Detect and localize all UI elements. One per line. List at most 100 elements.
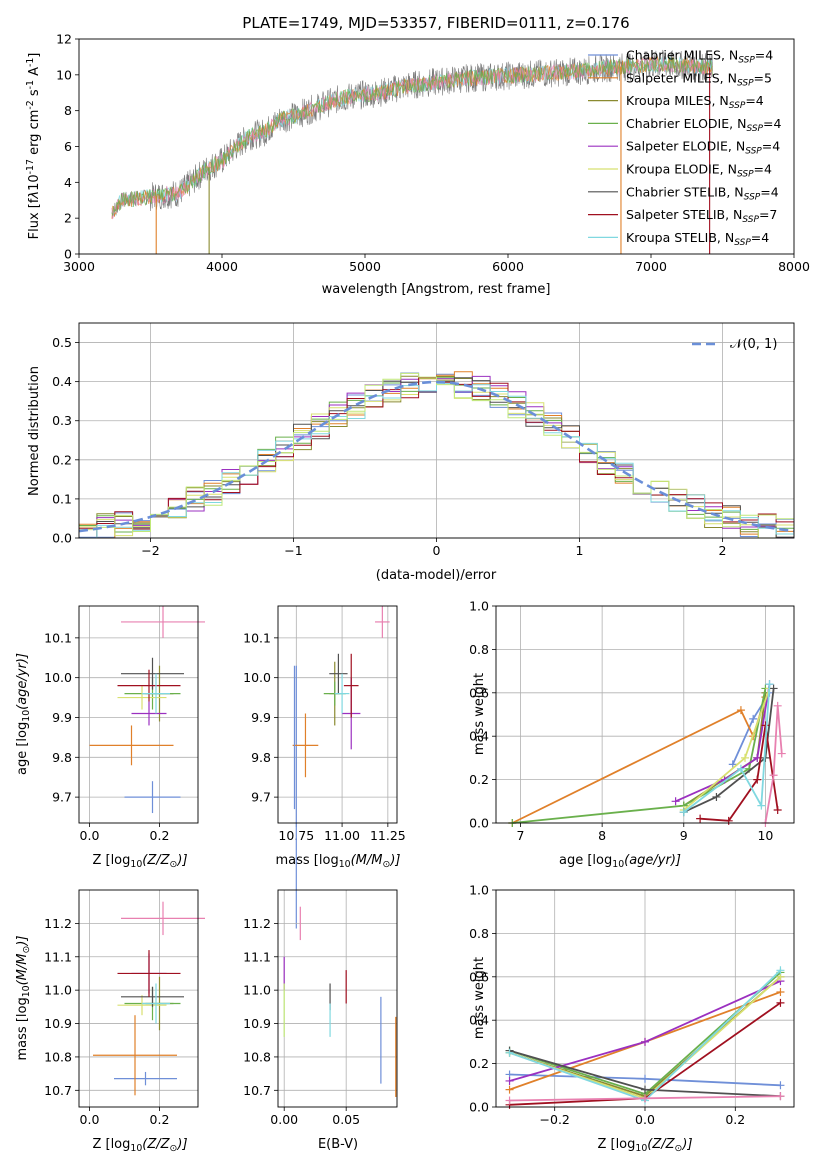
normal-curve [78,380,795,533]
data-point [769,684,778,693]
x-axis-label: Z [log10(Z/Z⊙)] [92,1137,187,1154]
y-tick-label: 0 [64,247,72,262]
age_vs_mass-frame [277,605,398,824]
x-tick-label: 11.25 [370,828,406,843]
data-point [505,1096,514,1105]
data-point [641,1094,649,1103]
mass-weight-series [764,705,783,824]
legend-entry: Salpeter MILES, NSSP=5 [626,70,772,88]
y-tick-label: 0.4 [52,374,72,389]
x-axis-label-part: )] [681,1137,692,1152]
y-axis-label-part: )] [15,936,30,947]
y-axis-label-part: -1 [25,58,36,67]
y-axis-label-part: Flux [f [27,198,42,239]
y-tick-label: 10.8 [243,1049,271,1064]
x-axis-label-part: mass [log [276,853,339,868]
x-tick-label: 0.0 [80,1112,100,1127]
legend-n-value: =4 [762,139,780,154]
data-point [777,749,786,758]
legend-n-value: =4 [755,48,773,63]
y-tick-label: 0.4 [469,1013,489,1028]
x-axis-label-part: 10 [130,859,142,870]
x-tick-label: 2 [719,543,727,558]
y-axis-label-part: erg cm [27,110,42,159]
chart-title: PLATE=1749, MJD=53357, FIBERID=0111, z=0… [242,14,629,32]
y-tick-label: 0.4 [469,729,489,744]
data-point [736,706,745,715]
legend-name: Kroupa ELODIE [626,162,720,177]
data-point [773,701,782,710]
y-tick-label: 0.6 [469,685,489,700]
y-tick-label: 10.7 [44,1083,72,1098]
y-axis-label-part: A [27,67,42,80]
x-axis-label-part: Z [log [92,1137,130,1152]
x-axis-label-part: ⊙ [170,1143,178,1154]
y-tick-label: 0.2 [469,772,489,787]
model-spectrum [111,56,713,216]
x-tick-label: 0.2 [150,1112,170,1127]
y-tick-label: 9.8 [52,750,72,765]
legend-n-prefix: , N [711,93,728,108]
data-point [505,1085,514,1094]
x-tick-label: −0.2 [540,1112,570,1127]
data-point [749,714,758,723]
data-point [769,771,778,780]
legend-n-prefix: , N [720,162,737,177]
y-tick-label: 9.8 [251,750,271,765]
data-point [761,721,770,730]
y-tick-label: 1.0 [469,599,489,614]
y-tick-label: 10.9 [44,1016,72,1031]
y-tick-label: 0.2 [52,452,72,467]
legend-entry: Chabrier MILES, NSSP=4 [626,48,773,66]
legend-entry: Kroupa ELODIE, NSSP=4 [626,162,772,180]
x-tick-label: 1 [576,543,584,558]
age_vs_Z-axes [75,606,198,827]
data-point [776,998,785,1007]
legend-n-prefix: , N [717,230,734,245]
y-axis-label-part: 10 [21,985,32,997]
x-tick-label: 7000 [635,259,667,274]
legend-name: Chabrier STELIB [626,184,726,199]
y-tick-label: 0.2 [469,1056,489,1071]
x-axis-label-part: Z [log [92,853,130,868]
data-point [728,760,737,769]
legend-n-prefix: , N [726,184,743,199]
data-point [724,816,733,825]
legend-entry: Kroupa STELIB, NSSP=4 [626,230,769,248]
mass_vs_Z-axes [75,890,198,1111]
x-tick-label: 6000 [492,259,524,274]
x-tick-label: 9 [680,828,688,843]
x-tick-label: 0.2 [150,828,170,843]
legend-n-sub: SSP [744,192,761,202]
y-tick-label: 11.1 [243,949,271,964]
legend-n-value: =4 [754,162,772,177]
y-tick-label: 9.9 [52,710,72,725]
y-tick-label: 10 [56,67,72,82]
y-axis-label-part: ] [27,53,42,58]
x-tick-label: 10 [757,828,773,843]
legend-name: Salpeter ELODIE [626,139,728,154]
x-axis-label: Z [log10(Z/Z⊙)] [92,853,187,870]
x-axis-label: Z [log10(Z/Z⊙)] [597,1137,692,1154]
x-axis-label-part: 10 [612,859,624,870]
y-tick-label: 9.7 [52,790,72,805]
y-axis-label-part: age [log [15,722,30,775]
residuals-frame [78,322,795,539]
legend-entry: Salpeter ELODIE, NSSP=4 [626,139,780,157]
legend-n-sub: SSP [746,124,763,134]
y-axis-label: mass weight [472,673,487,755]
y-axis-label-part: -17 [25,159,36,174]
x-axis-label: age [log10(age/yr)] [559,853,681,870]
y-axis-label: age [log10(age/yr)] [15,653,32,775]
y-axis-label: mass weight [472,957,487,1039]
mass_vs_Z-frame [78,889,199,1108]
data-point [773,805,782,814]
legend-n-sub: SSP [729,101,746,111]
y-tick-label: 1.0 [469,883,489,898]
y-axis-label-part: ⊙ [21,946,32,954]
data-point [741,753,750,762]
legend-n-value: =4 [745,93,763,108]
data-point [776,1081,785,1090]
x-tick-label: −2 [141,543,159,558]
